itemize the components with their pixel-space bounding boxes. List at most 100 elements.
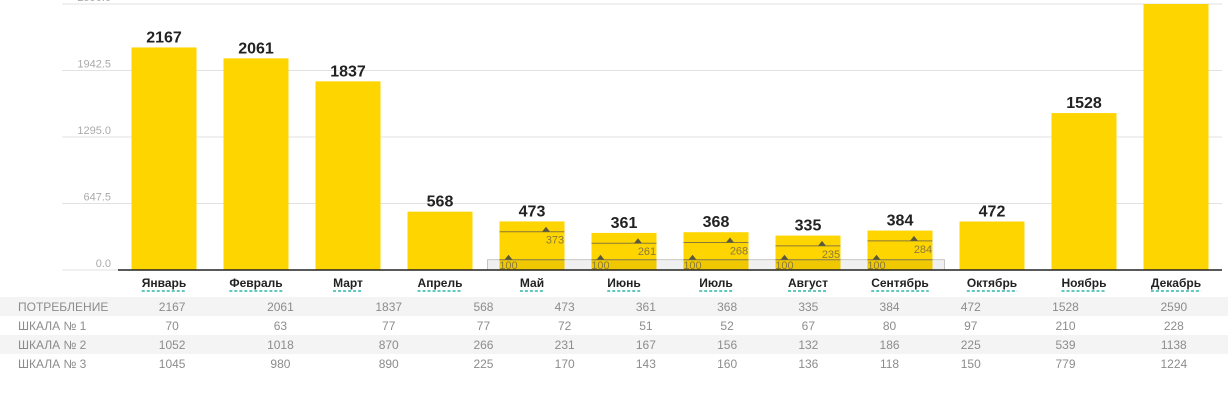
table-cell: 70 — [165, 318, 179, 333]
marker-high-label: 284 — [914, 244, 932, 256]
bar — [959, 221, 1025, 270]
table-cell: 1224 — [1160, 356, 1188, 371]
month-label: Декабрь — [1151, 276, 1201, 290]
month-label: Апрель — [418, 276, 463, 290]
bar-value-label: 368 — [703, 214, 730, 231]
table-row: ПОТРЕБЛЕНИЕ 2167 2061 1837 568 473 361 368 335 38… — [0, 297, 1228, 316]
table-row: ШКАЛА № 1 70 63 77 77 72 51 52 67 80 97 210 228 — [0, 316, 1228, 335]
marker-low-label: 100 — [683, 260, 701, 272]
table-row: ШКАЛА № 2 1052 1018 870 266 231 167 156 132 186 22… — [0, 335, 1228, 354]
table-cell: 63 — [273, 318, 288, 333]
table-cell: 231 — [524, 335, 606, 354]
table-cell: 77 — [476, 318, 491, 333]
bar-value-label: 335 — [795, 218, 822, 235]
month-label: Август — [788, 276, 828, 290]
bar — [1143, 4, 1209, 270]
y-tick-label: 0.0 — [96, 258, 111, 270]
marker-low-arrow — [872, 254, 881, 260]
table-cell: 1138 — [1119, 335, 1228, 354]
table-cell: 170 — [554, 356, 575, 371]
marker-high-arrow — [910, 235, 918, 241]
month-label: Февраль — [229, 276, 282, 290]
table-cell: 228 — [1163, 318, 1184, 333]
table-cell: 539 — [1011, 335, 1120, 354]
table-cell: 52 — [720, 318, 734, 333]
table-cell: 186 — [848, 335, 931, 354]
table-cell: 210 — [1055, 318, 1076, 333]
marker-low-arrow — [688, 254, 697, 260]
table-cell: 384 — [848, 297, 931, 316]
table-cell: 1528 — [1011, 297, 1120, 316]
marker-low-label: 100 — [867, 260, 885, 272]
table-cell: 2590 — [1119, 297, 1228, 316]
table-cell: 890 — [378, 356, 399, 371]
month-label: Сентябрь — [871, 276, 929, 290]
table-cell: 132 — [767, 335, 849, 354]
table-cell: 136 — [798, 356, 819, 371]
table-cell: 568 — [442, 297, 525, 316]
bar-value-label: 1837 — [330, 63, 366, 80]
row-label: ПОТРЕБЛЕНИЕ — [0, 297, 118, 316]
marker-high-label: 373 — [546, 235, 564, 247]
table-cell: 335 — [767, 297, 849, 316]
marker-high-label: 235 — [822, 249, 840, 261]
bar-value-label: 472 — [979, 204, 1006, 221]
marker-high-arrow — [818, 240, 826, 246]
marker-high-arrow — [542, 226, 550, 232]
bar — [407, 211, 473, 270]
table-cell: 67 — [801, 318, 815, 333]
bar — [223, 58, 289, 271]
month-label: Май — [520, 276, 544, 290]
bar — [867, 230, 933, 270]
y-tick-label: 1295.0 — [77, 125, 111, 137]
marker-high-arrow — [726, 237, 734, 243]
table-cell: 225 — [473, 356, 494, 371]
month-label: Июль — [699, 276, 733, 290]
bar — [683, 232, 749, 270]
y-tick-label: 647.5 — [83, 192, 111, 204]
table-cell: 2167 — [118, 297, 227, 316]
table-cell: 1052 — [118, 335, 227, 354]
marker-low-label: 100 — [499, 260, 517, 272]
consumption-table: ПОТРЕБЛЕНИЕ 2167 2061 1837 568 473 361 368 335 38… — [0, 297, 1228, 373]
marker-high-label: 261 — [638, 246, 656, 258]
table-cell: 472 — [930, 297, 1012, 316]
month-label: Октябрь — [967, 276, 1017, 290]
table-cell: 1018 — [226, 335, 335, 354]
table-cell: 870 — [334, 335, 443, 354]
table-cell: 167 — [605, 335, 687, 354]
month-label: Март — [333, 276, 363, 290]
marker-high-label: 268 — [730, 245, 748, 257]
row-label: ШКАЛА № 2 — [0, 335, 118, 354]
marker-low-label: 100 — [775, 260, 793, 272]
bar-value-label: 2590 — [1158, 0, 1194, 3]
bar-value-label: 568 — [427, 194, 454, 211]
table-cell: 266 — [442, 335, 525, 354]
table-cell: 160 — [717, 356, 738, 371]
table-cell: 97 — [964, 318, 978, 333]
table-cell: 779 — [1055, 356, 1076, 371]
table-cell: 156 — [686, 335, 768, 354]
table-cell: 118 — [879, 356, 900, 371]
marker-low-arrow — [596, 254, 605, 260]
table-cell: 77 — [382, 318, 396, 333]
marker-low-arrow — [780, 254, 789, 260]
y-tick-label: 1942.5 — [77, 59, 111, 71]
table-cell: 361 — [605, 297, 687, 316]
table-cell: 225 — [930, 335, 1012, 354]
bar — [315, 81, 381, 270]
table-cell: 51 — [639, 318, 653, 333]
bar-value-label: 361 — [611, 215, 638, 232]
chart-svg: 2590.0 1942.5 1295.0 647.5 0.0 2167 2061 1837 56… — [62, 0, 1222, 292]
table-cell: 1045 — [158, 356, 186, 371]
marker-low-arrow — [504, 254, 513, 260]
table-row: ШКАЛА № 3 1045 980 890 225 170 143 160 136 118 150… — [0, 354, 1228, 373]
bar — [775, 235, 841, 270]
bar — [591, 232, 657, 270]
bar — [499, 221, 565, 270]
table-body: ПОТРЕБЛЕНИЕ 2167 2061 1837 568 473 361 368 335 38… — [0, 297, 1228, 373]
bar — [1051, 113, 1117, 270]
table-cell: 80 — [882, 318, 897, 333]
y-tick-label: 2590.0 — [77, 0, 111, 4]
bar-value-label: 473 — [519, 203, 546, 220]
